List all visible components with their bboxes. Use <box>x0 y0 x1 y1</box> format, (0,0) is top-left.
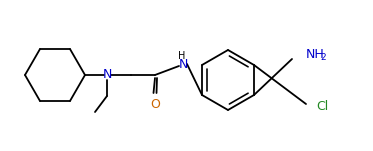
Text: H: H <box>178 51 186 61</box>
Text: Cl: Cl <box>316 101 328 114</box>
Text: O: O <box>150 98 160 111</box>
Text: NH: NH <box>306 48 325 61</box>
Text: N: N <box>178 58 188 72</box>
Text: N: N <box>102 69 112 82</box>
Text: 2: 2 <box>320 53 326 61</box>
